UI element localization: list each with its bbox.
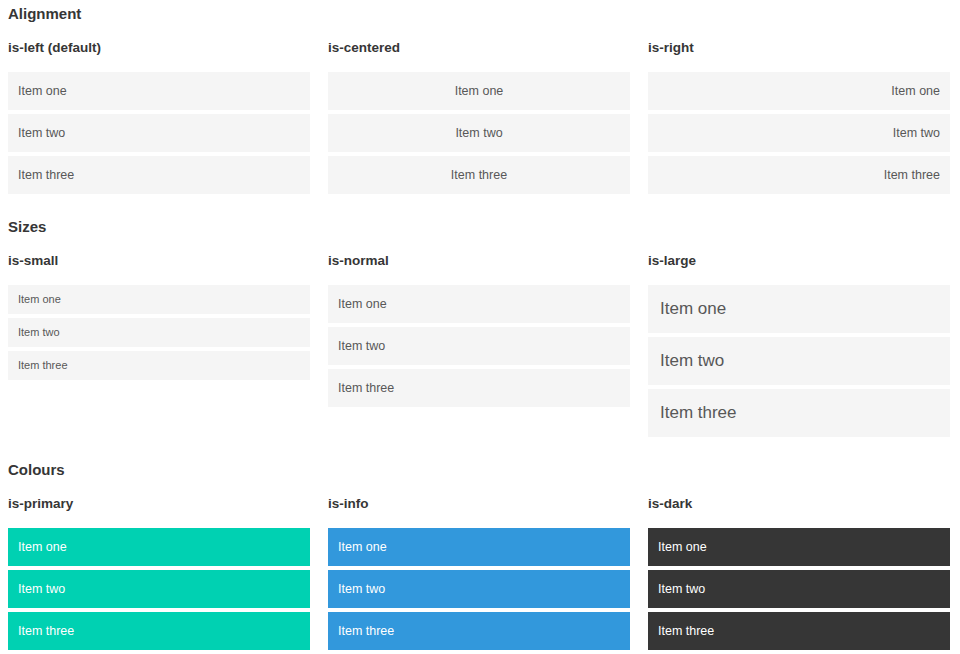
list-item[interactable]: Item two	[8, 318, 310, 347]
list-item[interactable]: Item two	[648, 337, 950, 385]
list-large: Item one Item two Item three	[648, 285, 950, 437]
list-normal: Item one Item two Item three	[328, 285, 630, 407]
list-item[interactable]: Item three	[648, 612, 950, 650]
column-label-is-large: is-large	[648, 252, 950, 269]
list-item[interactable]: Item one	[328, 285, 630, 323]
column-is-dark: is-dark Item one Item two Item three	[648, 495, 950, 650]
column-is-centered: is-centered Item one Item two Item three	[328, 39, 630, 194]
list-item[interactable]: Item one	[328, 72, 630, 110]
list-item[interactable]: Item three	[8, 612, 310, 650]
list-left-aligned: Item one Item two Item three	[8, 72, 310, 194]
alignment-grid: is-left (default) Item one Item two Item…	[8, 39, 950, 194]
column-label-is-centered: is-centered	[328, 39, 630, 56]
column-is-info: is-info Item one Item two Item three	[328, 495, 630, 650]
column-label-is-primary: is-primary	[8, 495, 310, 512]
list-item[interactable]: Item one	[8, 72, 310, 110]
list-primary: Item one Item two Item three	[8, 528, 310, 650]
column-label-is-right: is-right	[648, 39, 950, 56]
column-is-primary: is-primary Item one Item two Item three	[8, 495, 310, 650]
list-item[interactable]: Item three	[328, 369, 630, 407]
section-title-sizes: Sizes	[8, 217, 950, 236]
column-is-left: is-left (default) Item one Item two Item…	[8, 39, 310, 194]
list-small: Item one Item two Item three	[8, 285, 310, 380]
list-item[interactable]: Item two	[8, 570, 310, 608]
sizes-grid: is-small Item one Item two Item three is…	[8, 252, 950, 437]
list-right-aligned: Item one Item two Item three	[648, 72, 950, 194]
list-item[interactable]: Item three	[328, 156, 630, 194]
list-item[interactable]: Item three	[648, 389, 950, 437]
list-item[interactable]: Item three	[8, 156, 310, 194]
list-info: Item one Item two Item three	[328, 528, 630, 650]
list-item[interactable]: Item two	[328, 327, 630, 365]
list-item[interactable]: Item two	[648, 570, 950, 608]
list-item[interactable]: Item three	[328, 612, 630, 650]
column-label-is-normal: is-normal	[328, 252, 630, 269]
column-label-is-dark: is-dark	[648, 495, 950, 512]
list-item[interactable]: Item one	[328, 528, 630, 566]
list-item[interactable]: Item two	[8, 114, 310, 152]
list-item[interactable]: Item one	[8, 528, 310, 566]
list-item[interactable]: Item two	[328, 570, 630, 608]
column-label-is-small: is-small	[8, 252, 310, 269]
section-colours: Colours is-primary Item one Item two Ite…	[8, 460, 950, 650]
column-is-normal: is-normal Item one Item two Item three	[328, 252, 630, 407]
section-title-colours: Colours	[8, 460, 950, 479]
list-item[interactable]: Item one	[648, 72, 950, 110]
list-center-aligned: Item one Item two Item three	[328, 72, 630, 194]
list-dark: Item one Item two Item three	[648, 528, 950, 650]
section-title-alignment: Alignment	[8, 4, 950, 23]
section-sizes: Sizes is-small Item one Item two Item th…	[8, 217, 950, 437]
column-is-large: is-large Item one Item two Item three	[648, 252, 950, 437]
column-is-right: is-right Item one Item two Item three	[648, 39, 950, 194]
column-label-is-left: is-left (default)	[8, 39, 310, 56]
list-item[interactable]: Item three	[648, 156, 950, 194]
list-item[interactable]: Item two	[648, 114, 950, 152]
section-alignment: Alignment is-left (default) Item one Ite…	[8, 4, 950, 194]
column-is-small: is-small Item one Item two Item three	[8, 252, 310, 380]
list-item[interactable]: Item three	[8, 351, 310, 380]
list-item[interactable]: Item one	[8, 285, 310, 314]
column-label-is-info: is-info	[328, 495, 630, 512]
colours-grid: is-primary Item one Item two Item three …	[8, 495, 950, 650]
list-item[interactable]: Item two	[328, 114, 630, 152]
list-item[interactable]: Item one	[648, 528, 950, 566]
list-item[interactable]: Item one	[648, 285, 950, 333]
